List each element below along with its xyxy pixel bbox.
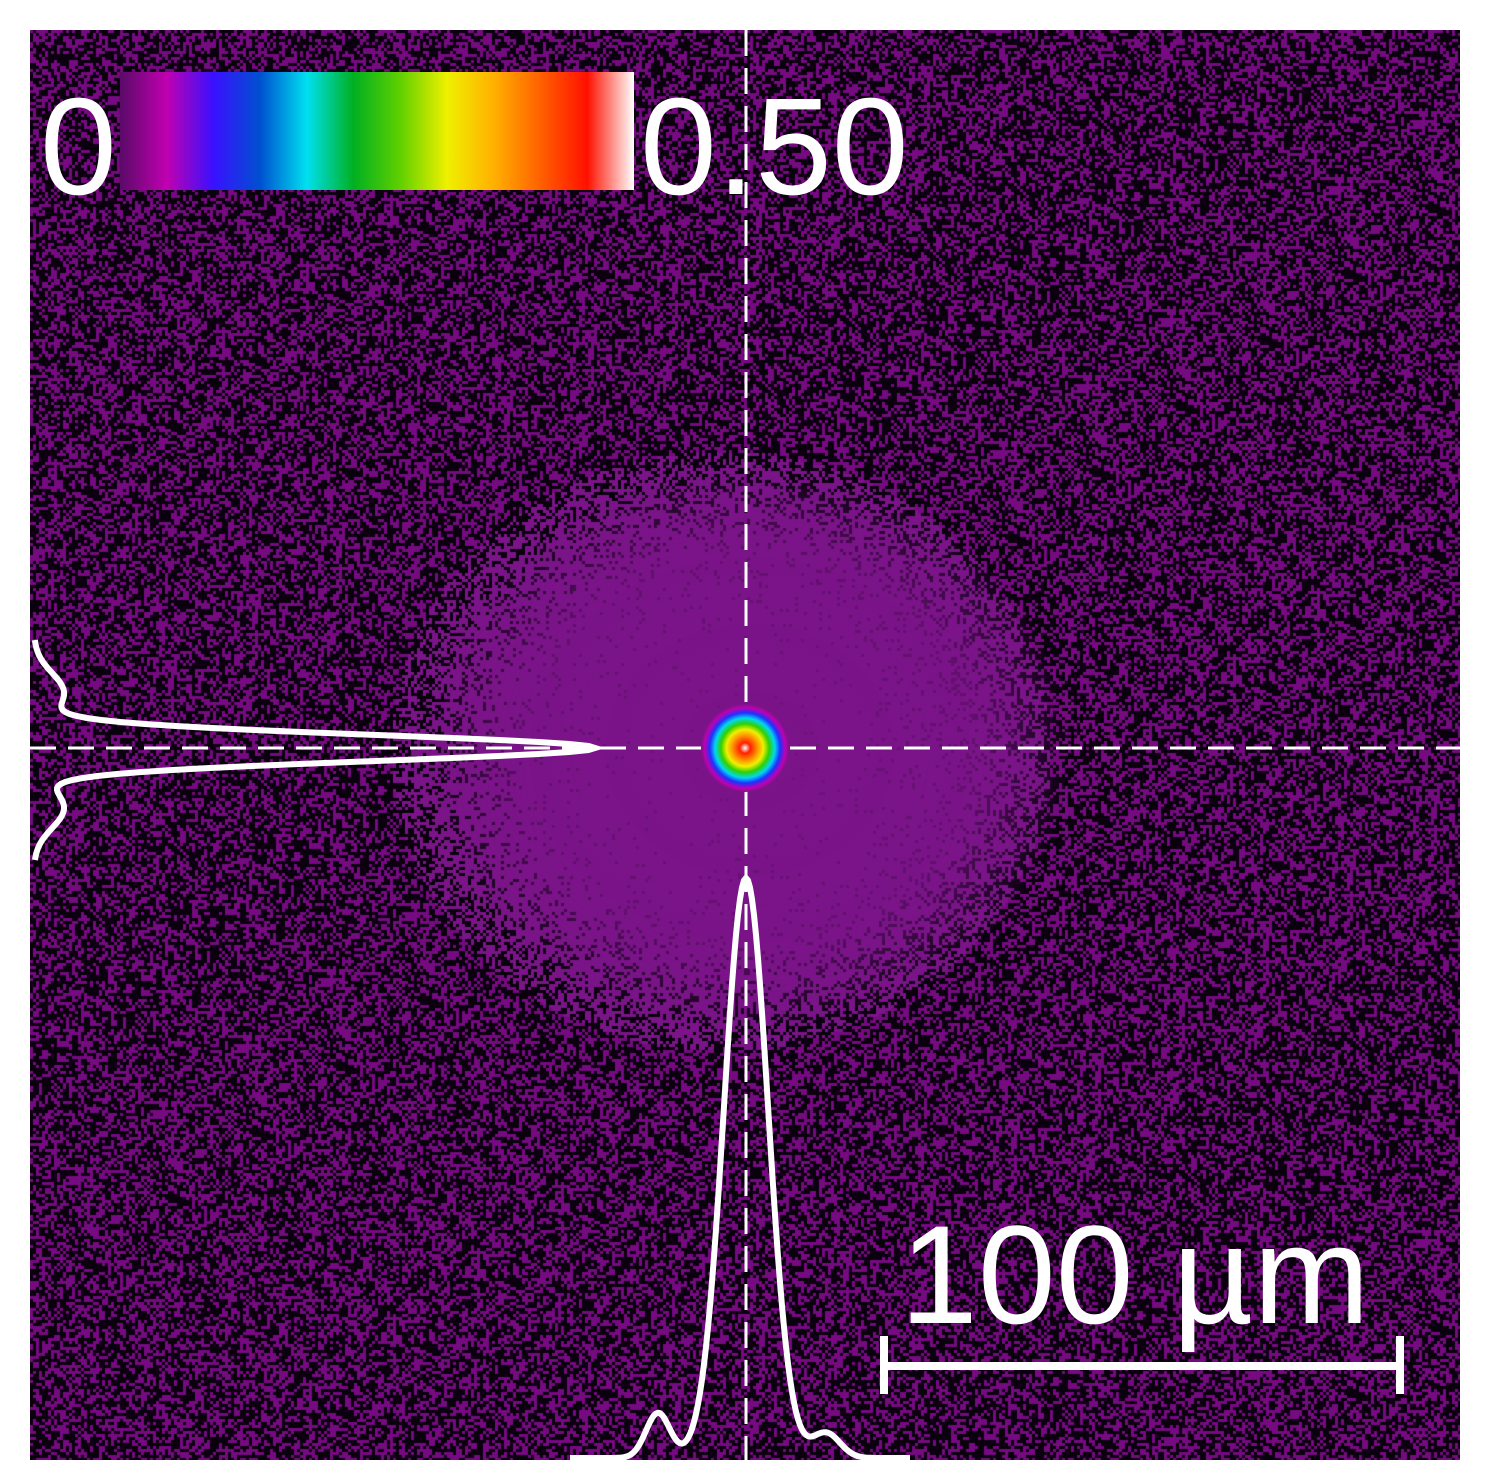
scale-bar bbox=[880, 1336, 1404, 1394]
scale-bar-label: 100 µm bbox=[900, 1196, 1370, 1353]
colorbar-min-label: 0 bbox=[40, 70, 117, 224]
vertical-intensity-profile bbox=[570, 873, 910, 1460]
colorbar-max-label: 0.50 bbox=[640, 70, 909, 224]
beam-profile-image: 0 0.50 100 µm bbox=[30, 30, 1460, 1460]
beam-overlay bbox=[30, 30, 1460, 1460]
focal-spot bbox=[701, 704, 789, 792]
horizontal-intensity-profile bbox=[31, 639, 606, 861]
colorbar bbox=[120, 72, 634, 190]
